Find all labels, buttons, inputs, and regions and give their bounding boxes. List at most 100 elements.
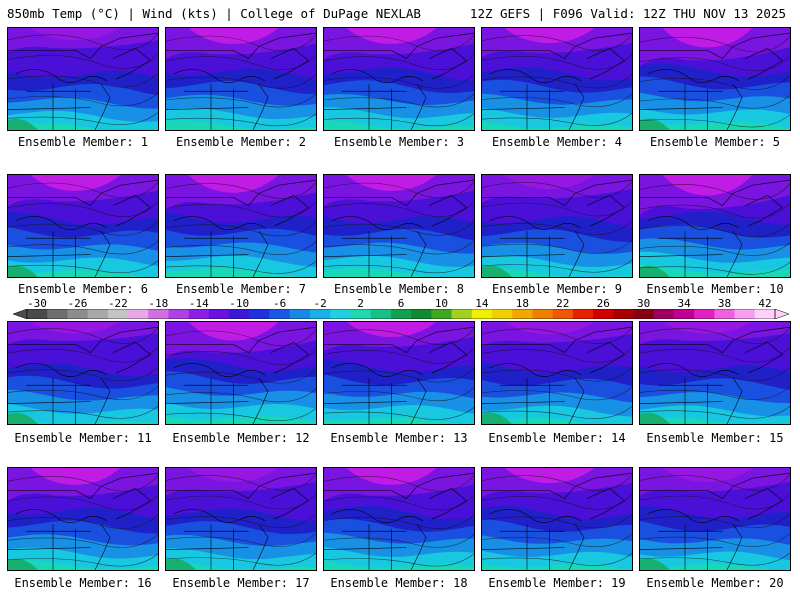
colorbar-max-arrow: [774, 309, 789, 319]
ensemble-member-label: Ensemble Member: 18: [330, 576, 468, 590]
ensemble-member-map: [481, 27, 633, 131]
colorbar-tick-label: 34: [677, 297, 691, 310]
colorbar-swatch: [47, 309, 68, 319]
ensemble-member-label: Ensemble Member: 6: [17, 282, 149, 296]
ensemble-member-label: Ensemble Member: 15: [646, 431, 784, 445]
ensemble-member-label: Ensemble Member: 20: [646, 576, 784, 590]
ensemble-member-map: [481, 321, 633, 425]
colorbar-swatch: [87, 309, 109, 319]
colorbar-swatch: [128, 309, 149, 319]
colorbar-swatch: [593, 309, 614, 319]
colorbar-swatch: [734, 309, 756, 319]
colorbar-swatch: [67, 309, 88, 319]
colorbar-swatch: [633, 309, 655, 319]
ensemble-member-map: [639, 467, 791, 571]
colorbar-swatch: [471, 309, 493, 319]
colorbar-tick-label: -6: [273, 297, 287, 310]
colorbar-tick-label: 26: [596, 297, 610, 310]
colorbar-tick-label: -2: [313, 297, 327, 310]
colorbar-tick-label: -22: [107, 297, 128, 310]
colorbar-swatch: [491, 309, 513, 319]
temperature-field-map: [640, 322, 790, 424]
temperature-field-map: [324, 322, 474, 424]
colorbar-swatch: [310, 309, 331, 319]
colorbar-swatch: [411, 309, 432, 319]
colorbar-tick-label: 42: [758, 297, 772, 310]
colorbar-swatch: [148, 309, 169, 319]
temperature-field-map: [640, 468, 790, 570]
colorbar-tick-label: 30: [637, 297, 651, 310]
temperature-field-map: [166, 28, 316, 130]
ensemble-member-map: [7, 27, 159, 131]
colorbar-swatch: [370, 309, 392, 319]
colorbar-swatch: [249, 309, 270, 319]
ensemble-member-map: [7, 467, 159, 571]
temperature-field-map: [324, 28, 474, 130]
colorbar-swatch: [754, 309, 776, 319]
temperature-field-map: [482, 175, 632, 277]
ensemble-member-map: [481, 174, 633, 278]
header: 850mb Temp (°C) | Wind (kts) | College o…: [0, 0, 800, 26]
ensemble-member-label: Ensemble Member: 9: [491, 282, 623, 296]
colorbar-swatch: [694, 309, 715, 319]
ensemble-member-label: Ensemble Member: 12: [172, 431, 310, 445]
ensemble-member-label: Ensemble Member: 19: [488, 576, 626, 590]
ensemble-member-label: Ensemble Member: 14: [488, 431, 626, 445]
colorbar-tick-label: -14: [188, 297, 209, 310]
colorbar-swatch: [107, 309, 129, 319]
colorbar-tick-label: 22: [556, 297, 570, 310]
ensemble-member-map: [323, 27, 475, 131]
temperature-field-map: [8, 322, 158, 424]
colorbar-swatch: [27, 309, 48, 319]
colorbar-tick-label: 18: [515, 297, 529, 310]
ensemble-member-map: [165, 321, 317, 425]
colorbar-swatches: [13, 309, 789, 319]
colorbar-tick-label: 38: [717, 297, 732, 310]
colorbar-swatch: [512, 309, 533, 319]
colorbar-tick-label: 14: [475, 297, 489, 310]
temperature-field-map: [482, 322, 632, 424]
ensemble-member-label: Ensemble Member: 8: [333, 282, 465, 296]
temperature-field-map: [166, 175, 316, 277]
temperature-field-map: [640, 28, 790, 130]
colorbar-swatch: [208, 309, 230, 319]
colorbar-swatch: [289, 309, 311, 319]
colorbar-swatch: [350, 309, 371, 319]
colorbar-tick-label: -18: [148, 297, 169, 310]
ensemble-member-map: [323, 174, 475, 278]
ensemble-member-label: Ensemble Member: 10: [646, 282, 784, 296]
ensemble-member-label: Ensemble Member: 11: [14, 431, 152, 445]
colorbar-swatch: [188, 309, 210, 319]
ensemble-member-label: Ensemble Member: 17: [172, 576, 310, 590]
ensemble-member-label: Ensemble Member: 13: [330, 431, 468, 445]
temperature-field-map: [8, 175, 158, 277]
colorbar-swatch: [390, 309, 412, 319]
ensemble-member-label: Ensemble Member: 4: [491, 135, 623, 149]
ensemble-member-label: Ensemble Member: 3: [333, 135, 465, 149]
temperature-field-map: [640, 175, 790, 277]
ensemble-member-map: [165, 27, 317, 131]
colorbar-tick-label: 2: [357, 297, 364, 310]
colorbar-tick-label: -26: [67, 297, 88, 310]
temperature-field-map: [324, 175, 474, 277]
temperature-field-map: [166, 322, 316, 424]
colorbar-min-arrow: [13, 309, 28, 319]
colorbar-swatch: [552, 309, 574, 319]
ensemble-member-label: Ensemble Member: 2: [175, 135, 307, 149]
colorbar-swatch: [673, 309, 695, 319]
ensemble-member-map: [639, 27, 791, 131]
colorbar-swatch: [431, 309, 452, 319]
ensemble-member-label: Ensemble Member: 16: [14, 576, 152, 590]
colorbar-swatch: [168, 309, 190, 319]
ensemble-member-map: [7, 321, 159, 425]
colorbar-tick-label: 6: [397, 297, 405, 310]
ensemble-member-map: [7, 174, 159, 278]
colorbar-tick-label: -10: [229, 297, 250, 310]
temperature-field-map: [8, 28, 158, 130]
ensemble-member-map: [165, 467, 317, 571]
map-title: 850mb Temp (°C) | Wind (kts) | College o…: [7, 6, 421, 21]
colorbar-swatch: [330, 309, 351, 319]
ensemble-member-map: [639, 321, 791, 425]
colorbar-tick-label: -30: [27, 297, 47, 310]
colorbar-swatch: [714, 309, 735, 319]
